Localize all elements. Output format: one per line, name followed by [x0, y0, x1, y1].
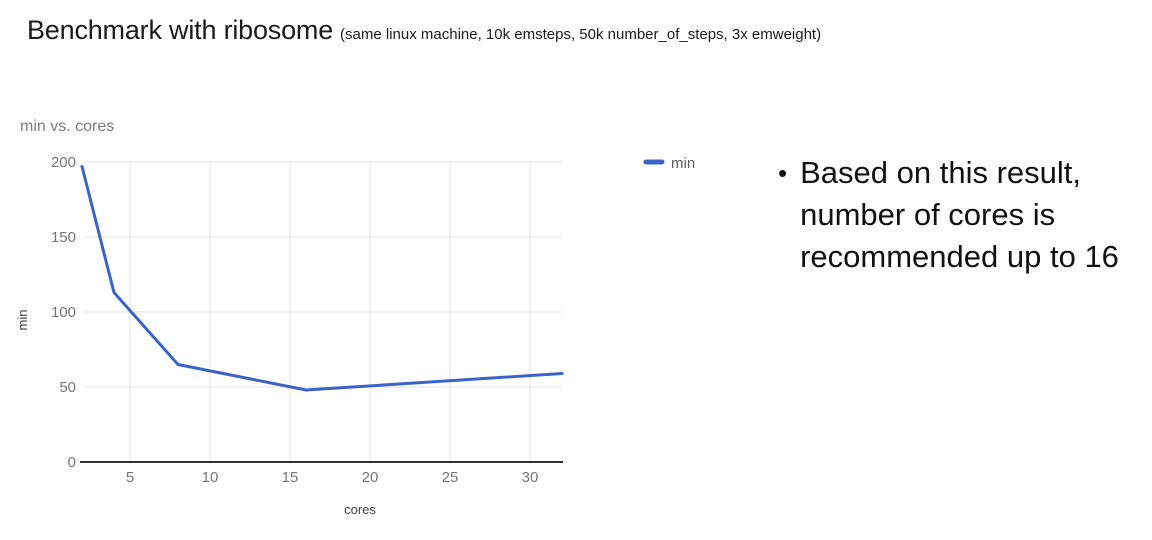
legend-label: min	[671, 155, 695, 172]
y-tick-label: 150	[51, 229, 76, 246]
x-tick-label: 30	[522, 469, 539, 486]
line-chart-svg: 0 50 100 150 200 5 10 15 20 25 30 min cores min	[15, 154, 695, 517]
slide-title: Benchmark with ribosome	[27, 15, 334, 45]
x-axis-title: cores	[344, 502, 376, 517]
x-tick-label: 5	[126, 469, 134, 486]
bullet-icon: •	[778, 158, 788, 188]
benchmark-line-chart: min vs. cores 0 50 100 150 200 5 10 15 20 25 30 min…	[10, 110, 710, 535]
x-tick-label: 10	[202, 469, 219, 486]
x-tick-label: 25	[442, 469, 459, 486]
conclusion-bullet: • Based on this result, number of cores …	[778, 152, 1146, 278]
y-tick-label: 100	[51, 304, 76, 321]
slide-subtitle: (same linux machine, 10k emsteps, 50k nu…	[340, 26, 822, 43]
slide-header: Benchmark with ribosome (same linux machi…	[27, 15, 821, 46]
y-tick-label: 50	[59, 379, 76, 396]
y-axis-title: min	[15, 310, 30, 331]
bullet-text: Based on this result, number of cores is…	[800, 155, 1119, 274]
y-tick-label: 0	[68, 454, 76, 471]
x-tick-label: 15	[282, 469, 299, 486]
chart-title: min vs. cores	[20, 118, 115, 135]
x-tick-label: 20	[362, 469, 379, 486]
y-tick-label: 200	[51, 154, 76, 171]
series-line-min	[80, 165, 564, 392]
